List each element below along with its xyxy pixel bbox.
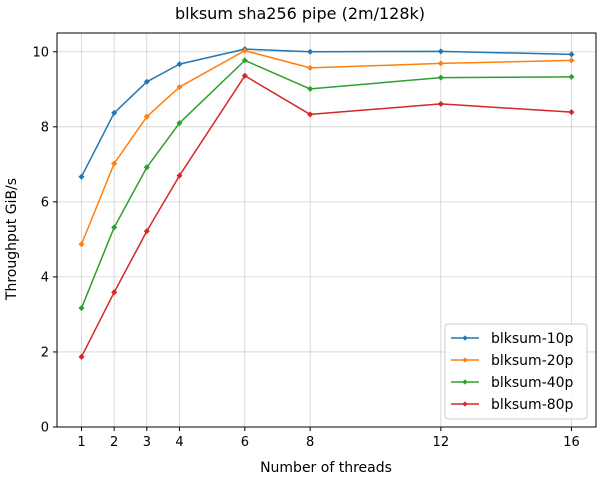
y-tick-label: 6 — [41, 195, 49, 210]
legend-box — [444, 323, 588, 420]
legend-swatch-marker — [462, 357, 468, 363]
data-point — [143, 164, 150, 171]
data-point — [437, 60, 444, 67]
x-axis-ticks: 1 2 3 4 6 8 12 16 — [77, 427, 580, 450]
x-tick-label: 3 — [143, 435, 151, 450]
x-axis-label: Number of threads — [260, 460, 392, 476]
data-point — [176, 84, 183, 91]
data-point — [241, 47, 248, 54]
x-tick-label: 2 — [110, 435, 118, 450]
y-tick-label: 4 — [41, 270, 49, 285]
legend-label: blksum-10p — [491, 331, 574, 347]
x-tick-label: 1 — [77, 435, 85, 450]
legend-swatch-marker — [462, 401, 468, 407]
series-line — [80, 48, 572, 178]
data-point — [111, 109, 118, 116]
x-tick-label: 8 — [306, 435, 314, 450]
series-line — [80, 49, 572, 245]
y-tick-label: 2 — [41, 345, 49, 360]
data-point — [307, 111, 314, 118]
legend-swatch-marker — [462, 379, 468, 385]
series-layer — [78, 46, 575, 360]
data-point — [568, 73, 575, 80]
legend-label: blksum-40p — [491, 375, 574, 391]
x-tick-label: 6 — [241, 435, 249, 450]
y-tick-label: 8 — [41, 120, 49, 135]
data-point — [176, 120, 183, 127]
data-point — [568, 57, 575, 64]
data-point — [437, 48, 444, 55]
data-point — [307, 48, 314, 55]
data-point — [143, 78, 150, 85]
data-point — [241, 57, 248, 64]
data-point — [437, 74, 444, 81]
series-line — [80, 75, 572, 358]
legend-label: blksum-80p — [491, 397, 574, 413]
legend-item: blksum-20p — [451, 353, 574, 369]
data-point — [176, 61, 183, 68]
legend: blksum-10p blksum-20p blksum-40p blksum-80p — [444, 323, 588, 420]
series-blksum-40p — [78, 57, 575, 312]
data-point — [307, 85, 314, 92]
y-axis-ticks: 0 2 4 6 8 10 — [32, 45, 57, 436]
y-axis-label: Throughput GiB/s — [4, 178, 20, 301]
data-point — [78, 173, 85, 180]
data-point — [437, 100, 444, 107]
y-tick-label: 0 — [41, 421, 49, 436]
legend-item: blksum-40p — [451, 375, 574, 391]
legend-swatch-marker — [462, 335, 468, 341]
x-tick-label: 16 — [563, 435, 580, 450]
data-point — [568, 109, 575, 116]
series-blksum-80p — [78, 72, 575, 360]
legend-item: blksum-80p — [451, 397, 574, 413]
chart-title: blksum sha256 pipe (2m/128k) — [175, 4, 425, 23]
legend-item: blksum-10p — [451, 331, 574, 347]
data-point — [111, 289, 118, 296]
legend-label: blksum-20p — [491, 353, 574, 369]
plot-frame — [56, 32, 597, 428]
x-tick-label: 4 — [175, 435, 183, 450]
data-point — [143, 113, 150, 120]
data-point — [78, 353, 85, 360]
data-point — [176, 172, 183, 179]
y-tick-label: 10 — [32, 45, 49, 60]
series-line — [80, 59, 572, 309]
data-point — [568, 51, 575, 58]
data-point — [241, 72, 248, 79]
data-point — [143, 228, 150, 235]
data-point — [307, 64, 314, 71]
data-point — [111, 224, 118, 231]
series-blksum-20p — [78, 47, 575, 248]
data-point — [78, 305, 85, 312]
data-point — [78, 241, 85, 248]
x-tick-label: 12 — [433, 435, 450, 450]
data-point — [111, 160, 118, 167]
